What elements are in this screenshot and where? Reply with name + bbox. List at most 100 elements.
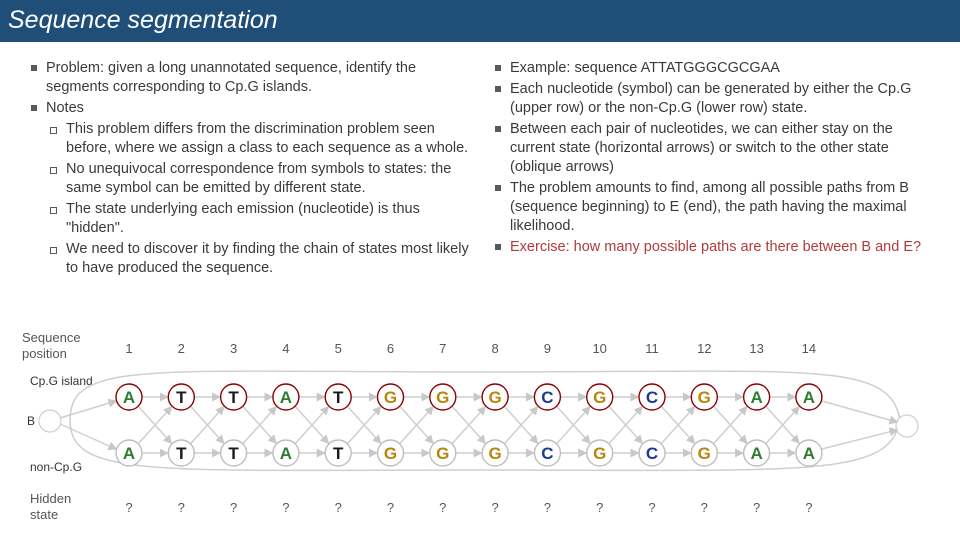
hollow-square-bullet-icon <box>50 247 57 254</box>
non-cpg-label: non-Cp.G <box>30 460 83 474</box>
cpg-state-node <box>376 383 405 411</box>
nucleotide-symbol: T <box>228 388 239 407</box>
hidden-state-label: Hidden state <box>30 491 72 522</box>
position-number: 4 <box>282 341 289 356</box>
position-number: 2 <box>178 341 185 356</box>
right-bullet-list: Example: sequence ATTATGGGCGCGAA Each nuc… <box>492 59 940 259</box>
bullet-text: This problem differs from the discrimina… <box>66 121 469 156</box>
noncpg-state-node <box>115 439 143 467</box>
hidden-state-value: ? <box>178 500 185 515</box>
bullet-text: Between each pair of nucleotides, we can… <box>510 121 893 175</box>
nucleotide-symbol: A <box>750 444 762 463</box>
noncpg-state-node <box>219 439 248 467</box>
nucleotide-symbol: G <box>436 444 449 463</box>
bullet-text: No unequivocal correspondence from symbo… <box>66 161 452 196</box>
transition-arrow <box>398 405 434 445</box>
nucleotide-symbol: G <box>384 388 397 407</box>
transition-arrow <box>503 405 539 445</box>
end-state-node <box>895 414 919 438</box>
square-bullet-icon <box>495 244 501 250</box>
nucleotide-symbol: G <box>488 444 501 463</box>
nucleotide-symbol: C <box>646 388 658 407</box>
noncpg-state-node <box>638 439 666 467</box>
position-number: 3 <box>230 341 237 356</box>
cpg-state-node <box>219 383 248 411</box>
bullet-item: The state underlying each emission (nucl… <box>48 200 473 238</box>
position-number: 7 <box>439 341 446 356</box>
square-bullet-icon <box>31 105 37 111</box>
noncpg-state-node <box>167 439 196 467</box>
nucleotide-symbol: G <box>384 444 397 463</box>
bullet-item: No unequivocal correspondence from symbo… <box>48 160 473 198</box>
cpg-state-node <box>167 383 196 411</box>
bullet-text: Problem: given a long unannotated sequen… <box>46 60 417 95</box>
hidden-state-value: ? <box>230 500 237 515</box>
hidden-state-value: ? <box>125 500 132 515</box>
transition-arrow <box>712 405 748 445</box>
hidden-state-value: ? <box>544 500 551 515</box>
hidden-state-value: ? <box>491 500 498 515</box>
nucleotide-symbol: C <box>646 444 658 463</box>
cpg-state-node <box>429 383 457 411</box>
position-number: 13 <box>749 341 763 356</box>
nucleotide-symbol: A <box>803 444 815 463</box>
bullet-text: The problem amounts to find, among all p… <box>510 180 909 234</box>
left-bullet-list: Problem: given a long unannotated sequen… <box>28 59 473 280</box>
nucleotide-symbol: A <box>280 388 292 407</box>
hidden-state-value: ? <box>648 500 655 515</box>
transition-arrow <box>346 405 382 445</box>
bullet-text: Exercise: how many possible paths are th… <box>510 239 922 255</box>
nucleotide-symbol: A <box>280 444 292 463</box>
transition-arrow <box>555 405 591 445</box>
cpg-state-node <box>115 383 143 411</box>
transition-arrow <box>821 427 899 450</box>
cpg-state-node <box>272 383 300 411</box>
noncpg-state-node <box>533 439 562 467</box>
nucleotide-symbol: G <box>698 444 711 463</box>
square-bullet-icon <box>31 65 37 71</box>
position-number: 5 <box>335 341 342 356</box>
transition-arrow <box>451 405 487 445</box>
nucleotide-symbol: T <box>176 444 187 463</box>
bullet-item: This problem differs from the discrimina… <box>48 120 473 158</box>
cpg-island-label: Cp.G island <box>30 374 93 388</box>
transition-arrow <box>608 405 644 445</box>
bullet-text: We need to discover it by finding the ch… <box>66 241 469 276</box>
bullet-item: Exercise: how many possible paths are th… <box>492 238 940 257</box>
noncpg-state-node <box>429 439 457 467</box>
hidden-state-value: ? <box>753 500 760 515</box>
bullet-item: We need to discover it by finding the ch… <box>48 240 473 278</box>
cpg-state-node <box>324 383 352 411</box>
position-number: 14 <box>802 341 816 356</box>
transition-arrow <box>59 398 118 419</box>
nucleotide-symbol: G <box>593 388 606 407</box>
noncpg-state-node <box>481 439 509 467</box>
hidden-state-value: ? <box>439 500 446 515</box>
nucleotide-symbol: T <box>176 388 187 407</box>
hollow-square-bullet-icon <box>50 127 57 134</box>
position-number: 11 <box>645 341 659 356</box>
bullet-text: The state underlying each emission (nucl… <box>66 201 420 236</box>
bullet-item: Notes <box>28 99 473 118</box>
bullet-text: Example: sequence ATTATGGGCGCGAA <box>510 60 780 76</box>
cpg-state-node <box>481 383 509 411</box>
hidden-state-value: ? <box>596 500 603 515</box>
bullet-text: Notes <box>46 100 84 116</box>
square-bullet-icon <box>495 65 501 71</box>
noncpg-state-node <box>324 439 352 467</box>
position-number: 12 <box>697 341 711 356</box>
hidden-state-value: ? <box>282 500 289 515</box>
nucleotide-symbol: A <box>803 388 815 407</box>
hidden-state-value: ? <box>335 500 342 515</box>
cpg-state-node <box>690 383 718 411</box>
transition-arrow <box>137 405 173 445</box>
begin-state-node <box>38 409 62 433</box>
hidden-state-value: ? <box>805 500 812 515</box>
transition-arrow <box>189 405 225 445</box>
nucleotide-symbol: A <box>123 388 135 407</box>
transition-arrow <box>660 405 696 445</box>
nucleotide-symbol: A <box>123 444 135 463</box>
hollow-square-bullet-icon <box>50 167 57 174</box>
noncpg-state-node <box>376 439 405 467</box>
bullet-item: The problem amounts to find, among all p… <box>492 179 940 236</box>
